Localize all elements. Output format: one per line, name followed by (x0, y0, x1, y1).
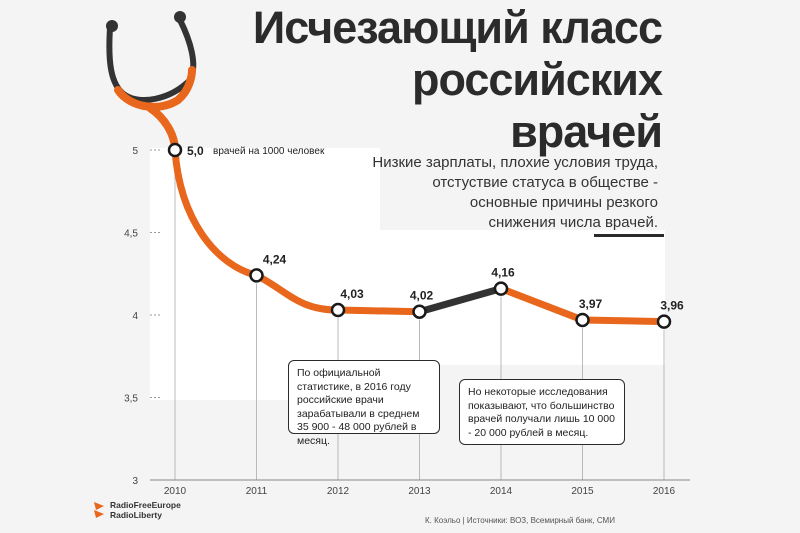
stethoscope-tube (114, 66, 196, 111)
data-point (249, 268, 264, 283)
stethoscope-earpieces (106, 17, 197, 103)
stethoscope-tube (146, 104, 179, 154)
logo-mark-icon (94, 502, 104, 518)
title-line-3: врачей (510, 106, 663, 157)
data-label: 4,02 (410, 289, 434, 303)
callout-official-salary: По официальной статистике, в 2016 году р… (288, 360, 440, 447)
title-line-1: Исчезающий класс (252, 2, 663, 53)
data-point (575, 312, 590, 328)
background-band (150, 148, 380, 400)
subtitle-line-1: Низкие зарплаты, плохие условия труда, (372, 154, 658, 171)
data-label: 3,96 (660, 299, 684, 313)
callout-research-salary: Но некоторые исследования показывают, чт… (459, 379, 625, 445)
data-point (493, 281, 509, 296)
data-label: 5,0 (187, 144, 204, 158)
data-point (412, 304, 427, 319)
y-tick-label: 5 (132, 146, 138, 157)
x-tick-label: 2012 (327, 486, 350, 497)
data-label: 4,24 (263, 252, 287, 266)
subtitle: Низкие зарплаты, плохие условия труда, о… (372, 153, 664, 237)
rferl-logo: RadioFreeEurope RadioLiberty (92, 500, 181, 520)
stethoscope-illustration (106, 11, 197, 154)
title-line-2: российских (411, 54, 663, 105)
y-tick-label: 4,5 (124, 229, 138, 240)
series-line-highlight (416, 285, 505, 316)
source-credit: К. Коэльо | Источники: ВОЗ, Всемирный ба… (425, 516, 615, 525)
x-tick-label: 2013 (408, 486, 431, 497)
stethoscope-ear-tip (174, 11, 186, 23)
page-title: Исчезающий класс российских врачей (252, 2, 663, 158)
subtitle-line-3: основные причины резкого (469, 194, 658, 211)
data-point (656, 314, 672, 329)
x-tick-label: 2015 (571, 486, 594, 497)
data-label: 4,03 (340, 287, 364, 301)
subtitle-line-4: снижения числа врачей. (488, 214, 658, 231)
y-tick-label: 3 (132, 476, 138, 487)
logo-line-1: RadioFreeEurope (110, 500, 181, 510)
stethoscope-ear-tip (106, 20, 118, 32)
x-tick-label: 2010 (164, 486, 187, 497)
x-tick-label: 2011 (246, 486, 268, 497)
x-tick-label: 2014 (490, 486, 513, 497)
data-point (330, 302, 346, 318)
data-label: 4,16 (491, 266, 515, 280)
first-point-unit-label: врачей на 1000 человек (213, 146, 325, 157)
x-tick-label: 2016 (653, 486, 676, 497)
data-label: 3,97 (579, 297, 603, 311)
subtitle-underline (594, 234, 664, 237)
data-point (167, 142, 183, 158)
subtitle-line-2: отстуствие статуса в обществе - (432, 174, 658, 191)
y-tick-label: 3,5 (124, 394, 138, 405)
y-tick-label: 4 (132, 311, 138, 322)
logo-line-2: RadioLiberty (110, 510, 162, 520)
